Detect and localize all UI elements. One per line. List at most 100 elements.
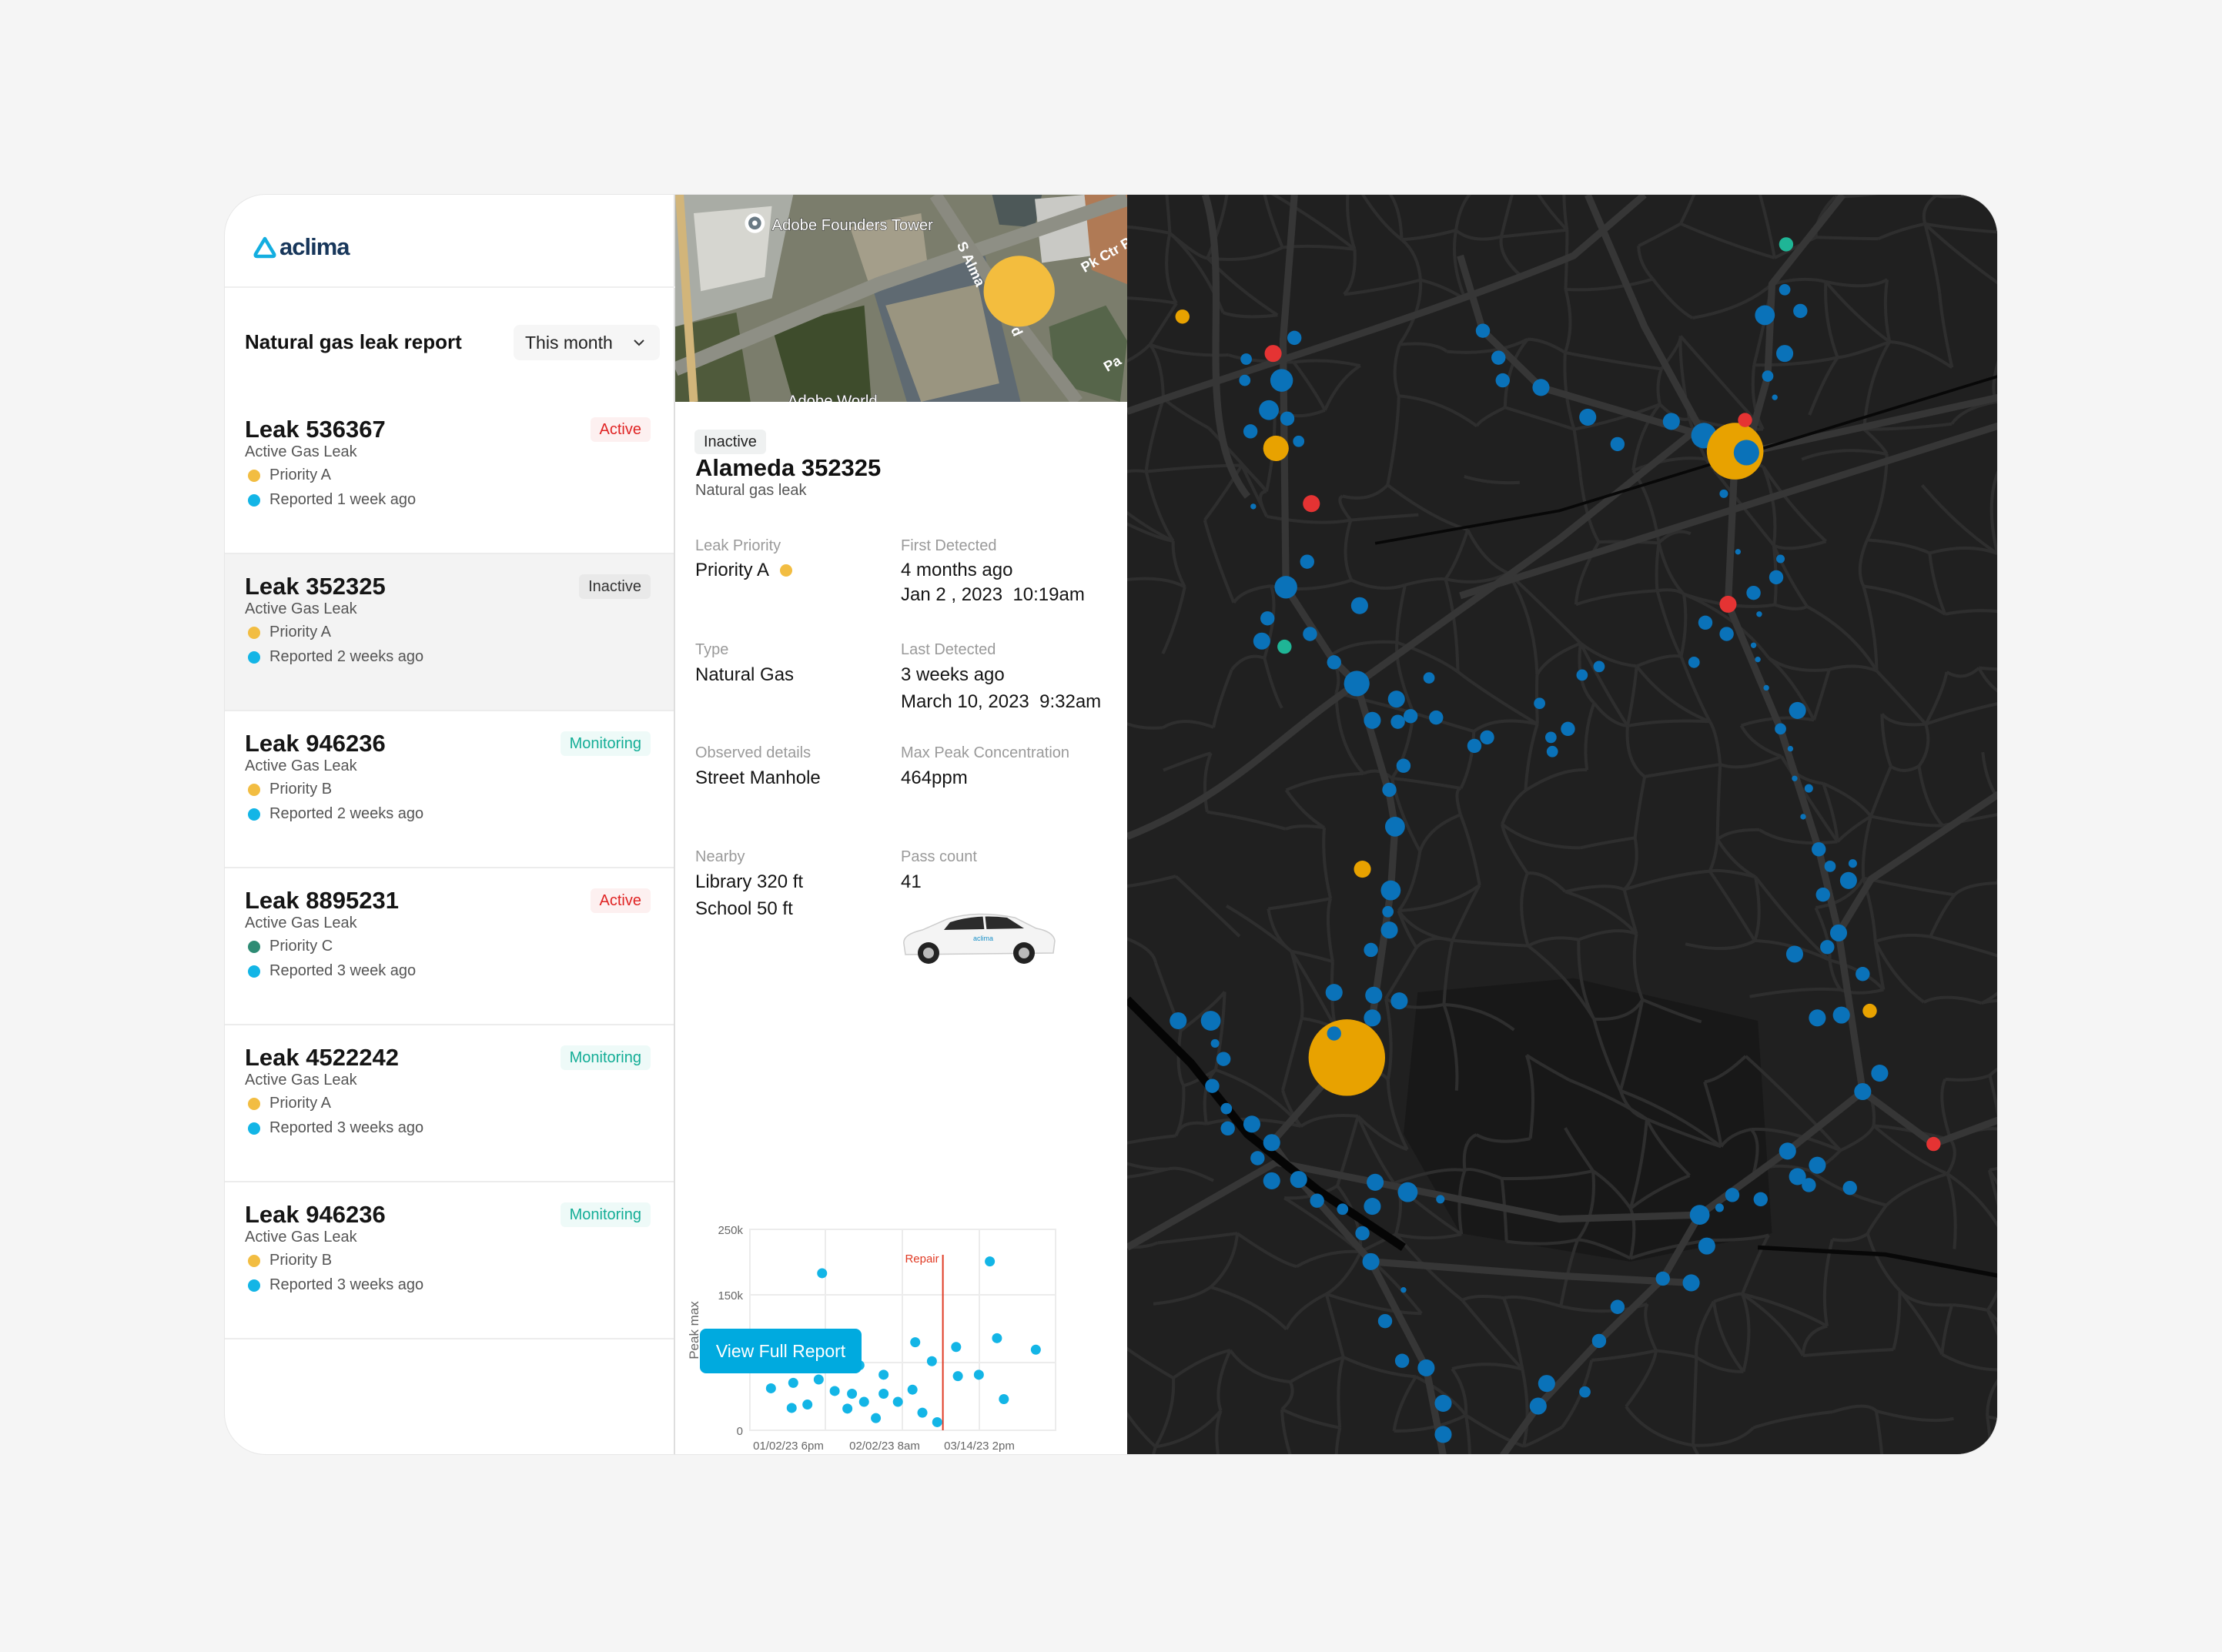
- leak-list-item[interactable]: Leak 4522242 Active Gas Leak Priority A …: [225, 1025, 674, 1182]
- blue-leak-marker[interactable]: [1793, 303, 1808, 319]
- blue-leak-marker[interactable]: [1429, 710, 1444, 725]
- blue-leak-marker[interactable]: [1820, 940, 1835, 955]
- blue-leak-marker[interactable]: [1303, 627, 1317, 641]
- blue-leak-marker[interactable]: [1579, 1386, 1591, 1398]
- blue-leak-marker[interactable]: [1755, 656, 1761, 663]
- blue-leak-marker[interactable]: [1365, 986, 1383, 1004]
- leak-list-item[interactable]: Leak 8895231 Active Gas Leak Priority C …: [225, 868, 674, 1025]
- orange-leak-marker[interactable]: [1175, 309, 1190, 324]
- blue-leak-marker[interactable]: [1688, 656, 1700, 668]
- blue-leak-marker[interactable]: [1287, 330, 1302, 346]
- blue-leak-marker[interactable]: [1390, 992, 1408, 1010]
- blue-leak-marker[interactable]: [1809, 1009, 1826, 1027]
- blue-leak-marker[interactable]: [1812, 842, 1826, 857]
- blue-leak-marker[interactable]: [1467, 738, 1482, 754]
- blue-leak-marker[interactable]: [1789, 701, 1806, 719]
- blue-leak-marker[interactable]: [1200, 1011, 1221, 1031]
- blue-leak-marker[interactable]: [1544, 731, 1557, 744]
- blue-leak-marker[interactable]: [1396, 758, 1411, 773]
- blue-leak-marker[interactable]: [1475, 323, 1491, 338]
- blue-leak-marker[interactable]: [1719, 627, 1734, 641]
- red-leak-marker[interactable]: [1303, 495, 1320, 513]
- blue-leak-marker[interactable]: [1362, 1252, 1380, 1270]
- blue-leak-marker[interactable]: [1367, 1173, 1384, 1191]
- selected-leak-marker[interactable]: [983, 256, 1055, 327]
- blue-leak-marker[interactable]: [1239, 374, 1251, 386]
- blue-leak-marker[interactable]: [1733, 440, 1759, 466]
- blue-leak-marker[interactable]: [1495, 373, 1510, 388]
- blue-leak-marker[interactable]: [1824, 861, 1836, 872]
- blue-leak-marker[interactable]: [1529, 1397, 1547, 1415]
- blue-leak-marker[interactable]: [1802, 1178, 1816, 1192]
- red-leak-marker[interactable]: [1264, 345, 1282, 363]
- blue-leak-marker[interactable]: [1832, 1006, 1850, 1024]
- blue-leak-marker[interactable]: [1170, 1012, 1187, 1030]
- blue-leak-marker[interactable]: [1220, 1102, 1233, 1115]
- blue-leak-marker[interactable]: [1689, 1205, 1710, 1226]
- blue-leak-marker[interactable]: [1800, 814, 1806, 820]
- blue-leak-marker[interactable]: [1250, 503, 1257, 510]
- blue-leak-marker[interactable]: [1856, 967, 1870, 982]
- blue-leak-marker[interactable]: [1762, 370, 1774, 382]
- blue-leak-marker[interactable]: [1593, 660, 1605, 673]
- blue-leak-marker[interactable]: [1746, 585, 1761, 600]
- blue-leak-marker[interactable]: [1260, 611, 1275, 626]
- blue-leak-marker[interactable]: [1698, 615, 1713, 630]
- blue-leak-marker[interactable]: [1763, 684, 1769, 691]
- blue-leak-marker[interactable]: [1205, 1078, 1220, 1093]
- blue-leak-marker[interactable]: [1871, 1065, 1889, 1082]
- blue-leak-marker[interactable]: [1534, 697, 1545, 710]
- blue-leak-marker[interactable]: [1538, 1375, 1555, 1393]
- blue-leak-marker[interactable]: [1725, 1188, 1740, 1202]
- blue-leak-marker[interactable]: [1364, 711, 1381, 729]
- orange-leak-marker[interactable]: [1308, 1019, 1385, 1096]
- blue-leak-marker[interactable]: [1417, 1359, 1435, 1376]
- blue-leak-marker[interactable]: [1436, 1195, 1445, 1204]
- blue-leak-marker[interactable]: [1216, 1052, 1231, 1066]
- red-leak-marker[interactable]: [1738, 413, 1752, 427]
- blue-leak-marker[interactable]: [1854, 1082, 1872, 1101]
- blue-leak-marker[interactable]: [1293, 435, 1305, 447]
- blue-leak-marker[interactable]: [1829, 924, 1848, 941]
- blue-leak-marker[interactable]: [1610, 436, 1625, 452]
- blue-leak-marker[interactable]: [1220, 1121, 1235, 1136]
- orange-leak-marker[interactable]: [1354, 861, 1371, 878]
- blue-leak-marker[interactable]: [1434, 1426, 1452, 1443]
- blue-leak-marker[interactable]: [1779, 1142, 1796, 1160]
- blue-leak-marker[interactable]: [1787, 745, 1794, 752]
- blue-leak-marker[interactable]: [1576, 669, 1588, 681]
- blue-leak-marker[interactable]: [1380, 880, 1401, 901]
- blue-leak-marker[interactable]: [1337, 1203, 1349, 1216]
- blue-leak-marker[interactable]: [1380, 921, 1398, 939]
- blue-leak-marker[interactable]: [1423, 672, 1435, 684]
- blue-leak-marker[interactable]: [1842, 1180, 1857, 1196]
- blue-leak-marker[interactable]: [1327, 1026, 1341, 1041]
- blue-leak-marker[interactable]: [1785, 945, 1803, 963]
- orange-leak-marker[interactable]: [1862, 1003, 1877, 1018]
- blue-leak-marker[interactable]: [1243, 424, 1258, 439]
- green-leak-marker[interactable]: [1779, 237, 1794, 252]
- blue-leak-marker[interactable]: [1394, 1353, 1410, 1368]
- red-leak-marker[interactable]: [1719, 595, 1737, 613]
- blue-leak-marker[interactable]: [1240, 353, 1252, 365]
- blue-leak-marker[interactable]: [1382, 782, 1397, 798]
- blue-leak-marker[interactable]: [1384, 816, 1405, 837]
- leak-list-item[interactable]: Leak 946236 Active Gas Leak Priority B R…: [225, 711, 674, 868]
- blue-leak-marker[interactable]: [1756, 611, 1762, 617]
- blue-leak-marker[interactable]: [1480, 730, 1494, 745]
- blue-leak-marker[interactable]: [1250, 1151, 1265, 1165]
- aclima-logo[interactable]: aclima: [253, 232, 350, 263]
- blue-leak-marker[interactable]: [1776, 345, 1794, 363]
- blue-leak-marker[interactable]: [1310, 1193, 1324, 1208]
- time-filter-dropdown[interactable]: This month: [514, 325, 660, 360]
- blue-leak-marker[interactable]: [1253, 632, 1270, 650]
- blue-leak-marker[interactable]: [1561, 721, 1575, 737]
- blue-leak-marker[interactable]: [1662, 413, 1680, 430]
- blue-leak-marker[interactable]: [1400, 1286, 1407, 1293]
- view-full-report-button[interactable]: View Full Report: [700, 1329, 862, 1373]
- blue-leak-marker[interactable]: [1848, 859, 1857, 868]
- blue-leak-marker[interactable]: [1270, 369, 1293, 392]
- blue-leak-marker[interactable]: [1839, 871, 1857, 889]
- blue-leak-marker[interactable]: [1364, 942, 1378, 958]
- green-leak-marker[interactable]: [1277, 639, 1292, 654]
